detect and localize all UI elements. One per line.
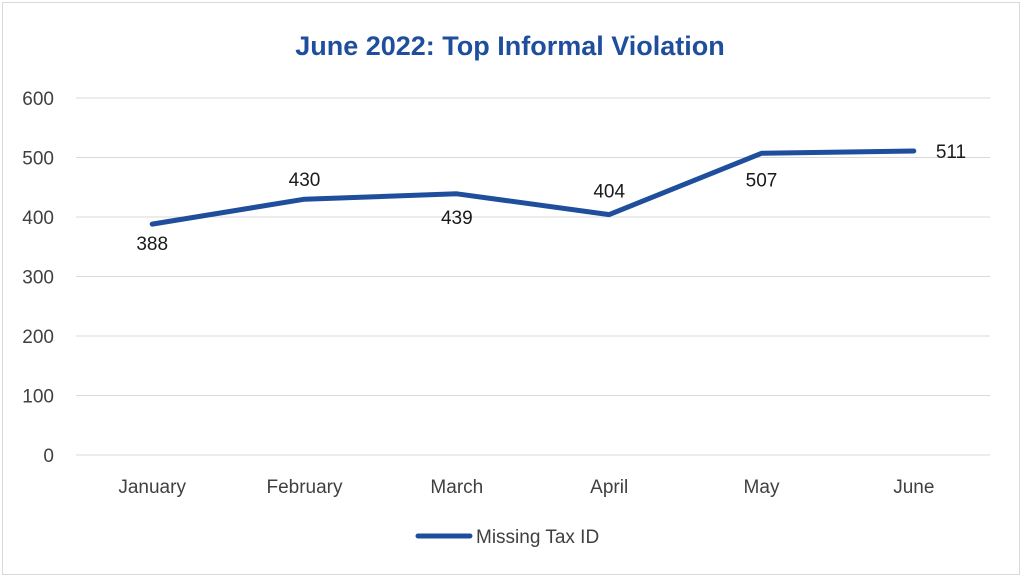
y-tick-label: 200 (22, 327, 54, 348)
y-tick-label: 500 (22, 149, 54, 170)
x-tick-label: April (590, 477, 628, 498)
data-label: 511 (936, 142, 966, 163)
series-layer (149, 148, 917, 227)
x-tick-label: June (893, 477, 934, 498)
y-tick-label: 600 (22, 89, 54, 110)
data-labels: 388 430 439 404 507 511 (136, 142, 966, 255)
legend-label: Missing Tax ID (476, 527, 599, 548)
x-tick-label: March (430, 477, 483, 498)
y-axis-ticks: 0 100 200 300 400 500 600 (22, 89, 54, 467)
data-label: 507 (746, 170, 778, 191)
legend[interactable]: Missing Tax ID (415, 527, 599, 548)
x-tick-label: January (118, 477, 186, 498)
gridlines (76, 97, 990, 456)
chart-title: June 2022: Top Informal Violation (295, 31, 725, 61)
y-tick-label: 0 (43, 446, 54, 467)
y-tick-label: 100 (22, 387, 54, 408)
x-tick-label: February (266, 477, 343, 498)
series-line-missing-tax-id[interactable] (149, 148, 917, 227)
data-label: 430 (289, 170, 321, 191)
y-tick-label: 300 (22, 268, 54, 289)
x-tick-label: May (744, 477, 780, 498)
data-label: 404 (593, 182, 625, 203)
y-tick-label: 400 (22, 208, 54, 229)
data-label: 439 (441, 208, 473, 229)
data-label: 388 (136, 234, 168, 255)
x-axis-ticks: January February March April May June (118, 477, 934, 498)
